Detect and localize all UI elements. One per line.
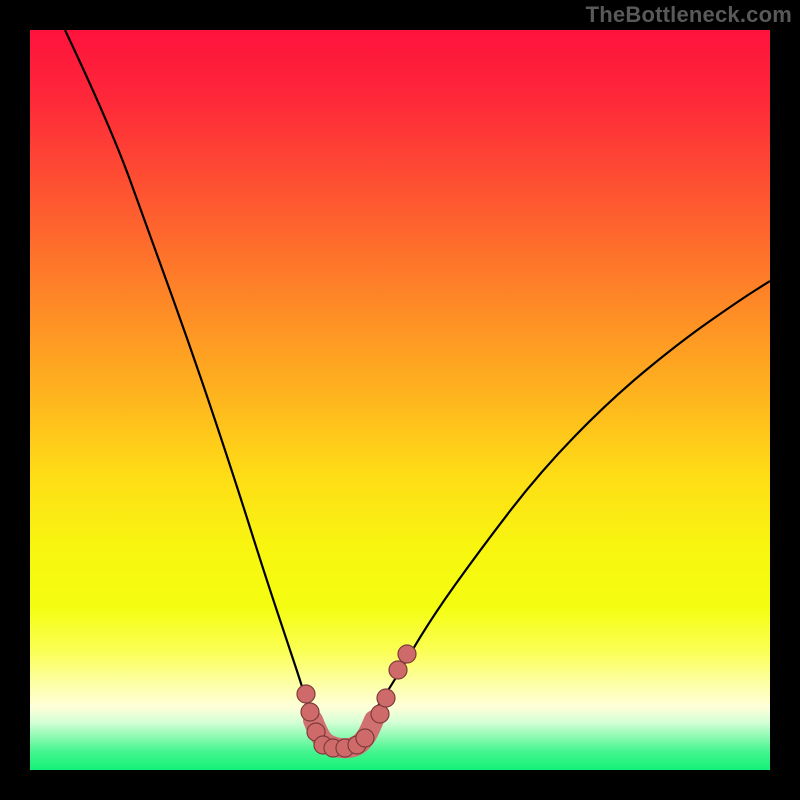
data-marker — [356, 729, 374, 747]
chart-frame: TheBottleneck.com — [0, 0, 800, 800]
data-marker — [301, 703, 319, 721]
data-marker — [297, 685, 315, 703]
data-marker — [377, 689, 395, 707]
chart-canvas — [0, 0, 800, 800]
data-marker — [398, 645, 416, 663]
watermark-text: TheBottleneck.com — [586, 2, 792, 28]
data-marker — [371, 705, 389, 723]
data-marker — [389, 661, 407, 679]
